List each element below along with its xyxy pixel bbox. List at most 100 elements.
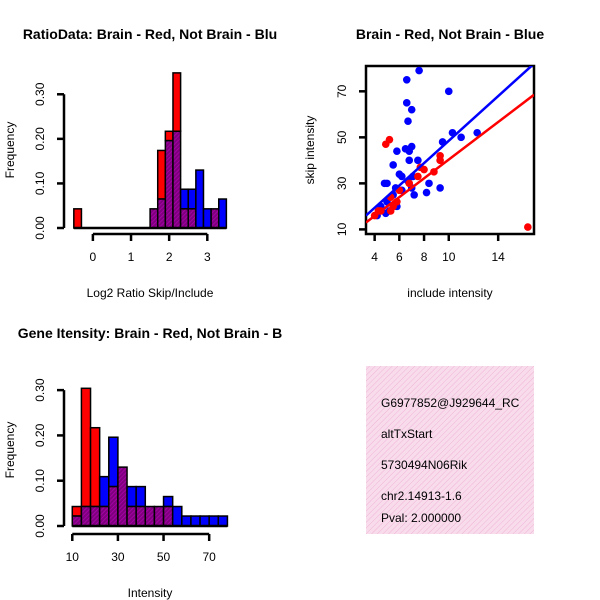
- ratio-histogram: RatioData: Brain - Red, Not Brain - Blu L…: [3, 26, 277, 300]
- ratio-y-axis-label: Frequency: [3, 122, 17, 179]
- intensity-x-axis-label: Intensity: [128, 586, 173, 600]
- ratio-bar-brain: [156, 149, 167, 200]
- scatter-point-not-brain: [415, 66, 423, 75]
- info-gene-name: 5730494N06Rik: [381, 458, 468, 472]
- intensity-bar-overlap: [71, 515, 83, 527]
- ratio-y-tick-label: 0.30: [33, 82, 47, 106]
- ratio-bar-not-brain: [187, 188, 197, 210]
- info-panel: G6977852@J929644_RC altTxStart 5730494N0…: [366, 366, 534, 534]
- scatter-point-not-brain: [457, 133, 465, 142]
- intensity-y-tick-label: 0.20: [33, 423, 47, 447]
- intensity-bar-overlap: [153, 505, 165, 527]
- scatter-point-not-brain: [380, 179, 389, 188]
- intensity-bar-not-brain: [108, 436, 119, 488]
- scatter-brain-fit-line: [366, 93, 534, 224]
- intensity-x-tick-label: 10: [66, 550, 80, 564]
- scatter-title: Brain - Red, Not Brain - Blue: [356, 26, 544, 42]
- scatter-point-brain: [405, 179, 414, 188]
- scatter-point-brain: [414, 172, 422, 181]
- intensity-bar-not-brain: [217, 515, 229, 527]
- intensity-x-tick-label: 70: [203, 550, 217, 564]
- scatter-point-not-brain: [404, 117, 412, 126]
- info-event-type: altTxStart: [381, 427, 433, 441]
- scatter-point-not-brain: [405, 156, 414, 165]
- ratio-bar-overlap: [172, 130, 182, 229]
- intensity-bar-overlap: [162, 505, 174, 527]
- intensity-bar-not-brain: [126, 485, 137, 508]
- scatter-point-not-brain: [389, 161, 397, 169]
- scatter-point-brain: [386, 207, 395, 215]
- intensity-bar-overlap: [117, 466, 128, 527]
- scatter-point-not-brain: [402, 76, 411, 84]
- scatter-x-tick-label: 6: [396, 250, 403, 264]
- intensity-y-axis-label: Frequency: [3, 422, 17, 479]
- ratio-x-tick-label: 2: [166, 250, 173, 264]
- scatter-point-not-brain: [407, 105, 416, 114]
- scatter-y-tick-label: 50: [335, 130, 349, 144]
- ratio-bar-not-brain: [217, 198, 228, 229]
- intensity-y-tick-label: 0.10: [33, 469, 47, 493]
- intensity-bar-not-brain: [199, 515, 210, 527]
- scatter-point-brain: [524, 223, 532, 231]
- intensity-bar-brain: [71, 505, 83, 517]
- intensity-bar-overlap: [126, 505, 137, 527]
- scatter-point-not-brain: [410, 191, 418, 199]
- scatter-x-tick-label: 10: [442, 250, 456, 264]
- scatter-point-brain: [381, 140, 390, 149]
- ratio-bar-overlap: [179, 208, 189, 229]
- scatter-point-not-brain: [444, 87, 453, 96]
- scatter-y-axis-label: skip intensity: [303, 116, 317, 185]
- intensity-bar-not-brain: [208, 515, 220, 527]
- intensity-bar-overlap: [89, 505, 101, 527]
- ratio-x-axis-label: Log2 Ratio Skip/Include: [87, 286, 214, 300]
- intensity-x-tick-label: 50: [157, 550, 171, 564]
- scatter-x-axis-label: include intensity: [407, 286, 492, 300]
- scatter-x-tick-label: 14: [491, 250, 505, 264]
- scatter-y-tick-label: 70: [335, 84, 349, 98]
- scatter-point-not-brain: [393, 147, 401, 155]
- ratio-bar-not-brain: [202, 208, 212, 229]
- intensity-bar-not-brain: [181, 515, 192, 527]
- info-panel-background: [366, 366, 534, 534]
- info-probe-id: G6977852@J929644_RC: [381, 396, 520, 410]
- scatter-point-brain: [436, 151, 444, 160]
- ratio-bar-overlap: [164, 139, 174, 229]
- ratio-bar-overlap: [156, 198, 167, 229]
- intensity-bar-overlap: [135, 505, 147, 527]
- scatter-point-not-brain: [407, 142, 416, 151]
- intensity-bar-overlap: [98, 505, 110, 527]
- ratio-bar-not-brain: [179, 188, 189, 210]
- intensity-histogram: Gene Itensity: Brain - Red, Not Brain - …: [3, 325, 282, 600]
- scatter-not-brain-fit-line: [366, 66, 534, 217]
- ratio-bar-not-brain: [195, 169, 205, 229]
- intensity-x-tick-label: 30: [111, 550, 125, 564]
- scatter-x-tick-label: 8: [421, 250, 428, 264]
- ratio-bar-overlap: [210, 208, 220, 229]
- intensity-bar-not-brain: [162, 495, 174, 508]
- intensity-bar-brain: [89, 426, 101, 508]
- ratio-bar-overlap: [149, 208, 159, 229]
- intensity-scatterplot: Brain - Red, Not Brain - Blue include int…: [303, 26, 544, 300]
- intensity-bar-not-brain: [190, 515, 201, 527]
- ratio-bar-overlap: [187, 208, 197, 229]
- ratio-bar-brain: [172, 72, 182, 133]
- intensity-y-tick-label: 0.00: [33, 514, 47, 538]
- intensity-bar-not-brain: [171, 505, 183, 527]
- scatter-point-not-brain: [422, 188, 431, 197]
- scatter-point-not-brain: [402, 99, 411, 107]
- scatter-x-tick-label: 4: [371, 250, 378, 264]
- intensity-bar-brain: [80, 387, 92, 508]
- ratio-y-tick-label: 0.10: [33, 171, 47, 195]
- ratio-bar-brain: [164, 130, 174, 142]
- scatter-point-not-brain: [425, 179, 433, 188]
- intensity-bar-overlap: [144, 505, 156, 527]
- ratio-y-tick-label: 0.00: [33, 216, 47, 240]
- intensity-bar-overlap: [108, 485, 119, 527]
- scatter-point-not-brain: [473, 128, 481, 137]
- info-pval: Pval: 2.000000: [381, 511, 461, 525]
- intensity-bar-overlap: [80, 505, 92, 527]
- ratio-title: RatioData: Brain - Red, Not Brain - Blu: [23, 26, 277, 42]
- scatter-y-tick-label: 30: [335, 176, 349, 190]
- ratio-x-tick-label: 0: [90, 250, 97, 264]
